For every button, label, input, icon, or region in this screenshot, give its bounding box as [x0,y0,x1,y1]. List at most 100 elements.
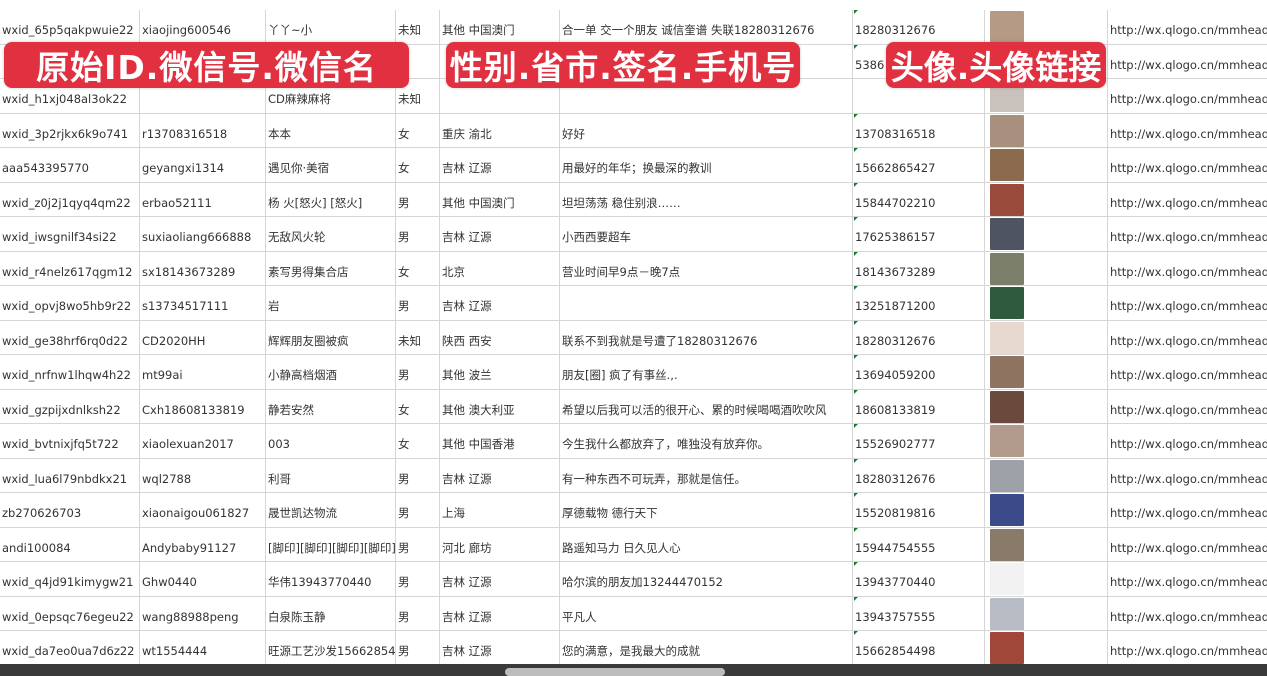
cell-signature[interactable]: 用最好的年华；换最深的教训 [560,148,853,182]
cell-signature[interactable]: 有一种东西不可玩弄，那就是信任。 [560,458,853,492]
cell-region[interactable]: 吉林 辽源 [440,562,560,596]
cell-phone[interactable]: 13943757555 [853,596,985,630]
cell-phone[interactable]: 13708316518 [853,113,985,147]
cell-wechat-name[interactable]: 无敌风火轮 [266,217,396,251]
cell-wechat-name[interactable]: 白泉陈玉静 [266,596,396,630]
cell-wechat-id[interactable]: Andybaby91127 [140,527,266,561]
cell-wechat-id[interactable]: Cxh18608133819 [140,389,266,423]
cell-region[interactable]: 吉林 辽源 [440,458,560,492]
cell-region[interactable]: 陕西 西安 [440,320,560,354]
cell-avatar-url[interactable]: http://wx.qlogo.cn/mmhead [1108,183,1267,217]
cell-avatar-url[interactable]: http://wx.qlogo.cn/mmhead [1108,79,1267,113]
cell-original-id[interactable]: wxid_r4nelz617qgm12 [0,251,140,285]
cell-wechat-id[interactable]: xiaojing600546 [140,10,266,44]
cell-original-id[interactable]: wxid_opvj8wo5hb9r22 [0,286,140,320]
cell-signature[interactable]: 合一单 交一个朋友 诚信奎谱 失联18280312676 [560,10,853,44]
cell-phone[interactable]: 15662865427 [853,148,985,182]
cell-region[interactable]: 其他 中国澳门 [440,182,560,216]
cell-signature[interactable]: 厚德载物 德行天下 [560,493,853,527]
cell-region[interactable]: 吉林 辽源 [440,631,560,664]
cell-phone[interactable] [853,79,985,113]
cell-avatar-url[interactable]: http://wx.qlogo.cn/mmhead [1108,631,1267,664]
cell-phone[interactable]: 18608133819 [853,389,985,423]
cell-avatar[interactable] [985,562,1108,596]
cell-gender[interactable]: 女 [396,251,440,285]
cell-signature[interactable]: 朋友[圈] 疯了有事丝.,. [560,355,853,389]
cell-wechat-name[interactable]: 旺源工艺沙发15662854498 [266,631,396,664]
cell-original-id[interactable]: wxid_gzpijxdnlksh22 [0,389,140,423]
cell-signature[interactable] [560,286,853,320]
cell-region[interactable] [440,79,560,113]
cell-gender[interactable]: 女 [396,424,440,458]
cell-wechat-name[interactable]: 003 [266,424,396,458]
cell-region[interactable]: 吉林 辽源 [440,148,560,182]
cell-wechat-id[interactable]: sx18143673289 [140,251,266,285]
cell-original-id[interactable]: wxid_ge38hrf6rq0d22 [0,320,140,354]
cell-region[interactable]: 吉林 辽源 [440,286,560,320]
cell-region[interactable]: 上海 [440,493,560,527]
cell-wechat-id[interactable]: wt1554444 [140,631,266,664]
cell-gender[interactable]: 男 [396,355,440,389]
cell-gender[interactable]: 女 [396,389,440,423]
cell-gender[interactable]: 男 [396,631,440,664]
cell-avatar[interactable] [985,596,1108,630]
cell-avatar-url[interactable]: http://wx.qlogo.cn/mmhead [1108,493,1267,527]
cell-wechat-name[interactable]: 本本 [266,113,396,147]
cell-original-id[interactable]: wxid_z0j2j1qyq4qm22 [0,182,140,216]
cell-wechat-id[interactable]: xiaolexuan2017 [140,424,266,458]
cell-avatar-url[interactable]: http://wx.qlogo.cn/mmhead [1108,597,1267,631]
cell-wechat-name[interactable]: [脚印][脚印][脚印][脚印] [266,527,396,561]
cell-avatar[interactable] [985,286,1108,320]
cell-wechat-id[interactable]: wang88988peng [140,596,266,630]
cell-signature[interactable] [560,44,853,78]
cell-avatar-url[interactable]: http://wx.qlogo.cn/mmhead [1108,355,1267,389]
cell-wechat-id[interactable]: suxiaoliang666888 [140,217,266,251]
cell-phone[interactable]: 13943770440 [853,562,985,596]
cell-original-id[interactable]: wxid_3p2rjkx6k9o741 [0,113,140,147]
cell-avatar-url[interactable]: http://wx.qlogo.cn/mmhead [1108,424,1267,458]
cell-avatar[interactable] [985,389,1108,423]
cell-signature[interactable]: 小西西要超车 [560,217,853,251]
cell-gender[interactable]: 未知 [396,10,440,44]
cell-gender[interactable]: 男 [396,493,440,527]
cell-avatar-url[interactable]: http://wx.qlogo.cn/mmhead [1108,217,1267,251]
cell-gender[interactable]: 女 [396,113,440,147]
cell-avatar[interactable] [985,113,1108,147]
cell-avatar[interactable] [985,148,1108,182]
cell-phone[interactable]: 18280312676 [853,320,985,354]
cell-wechat-name[interactable]: 丫丫~小 [266,10,396,44]
cell-wechat-id[interactable]: Ghw0440 [140,562,266,596]
cell-avatar-url[interactable]: http://wx.qlogo.cn/mmhead [1108,114,1267,148]
cell-avatar-url[interactable]: http://wx.qlogo.cn/mmhead [1108,45,1267,79]
cell-gender[interactable]: 男 [396,286,440,320]
cell-phone[interactable]: 18143673289 [853,251,985,285]
cell-region[interactable]: 重庆 渝北 [440,113,560,147]
cell-wechat-id[interactable]: CD2020HH [140,320,266,354]
cell-original-id[interactable]: wxid_65p5qakpwuie22 [0,10,140,44]
cell-gender[interactable]: 未知 [396,320,440,354]
cell-original-id[interactable]: wxid_lua6l79nbdkx21 [0,458,140,492]
cell-wechat-id[interactable]: xiaonaigou061827 [140,493,266,527]
cell-wechat-name[interactable]: CD麻辣麻将 [266,79,396,113]
cell-original-id[interactable]: wxid_bvtnixjfq5t722 [0,424,140,458]
cell-wechat-id[interactable]: geyangxi1314 [140,148,266,182]
cell-original-id[interactable]: wxid_nrfnw1lhqw4h22 [0,355,140,389]
cell-signature[interactable]: 希望以后我可以活的很开心、累的时候喝喝酒吹吹风 [560,389,853,423]
cell-signature[interactable]: 联系不到我就是号遭了18280312676 [560,320,853,354]
cell-wechat-name[interactable]: 辉辉朋友圈被疯 [266,320,396,354]
cell-phone[interactable]: 15520819816 [853,493,985,527]
cell-phone[interactable]: 17625386157 [853,217,985,251]
cell-region[interactable]: 北京 [440,251,560,285]
cell-region[interactable]: 河北 廊坊 [440,527,560,561]
cell-wechat-name[interactable]: 静若安然 [266,389,396,423]
cell-avatar-url[interactable]: http://wx.qlogo.cn/mmhead [1108,321,1267,355]
cell-gender[interactable]: 男 [396,562,440,596]
cell-wechat-id[interactable]: mt99ai [140,355,266,389]
cell-region[interactable]: 其他 波兰 [440,355,560,389]
cell-phone[interactable]: 15662854498 [853,631,985,664]
cell-gender[interactable]: 未知 [396,79,440,113]
cell-original-id[interactable]: andi100084 [0,527,140,561]
cell-avatar-url[interactable]: http://wx.qlogo.cn/mmhead [1108,562,1267,596]
cell-phone[interactable]: 13694059200 [853,355,985,389]
cell-avatar[interactable] [985,10,1108,44]
